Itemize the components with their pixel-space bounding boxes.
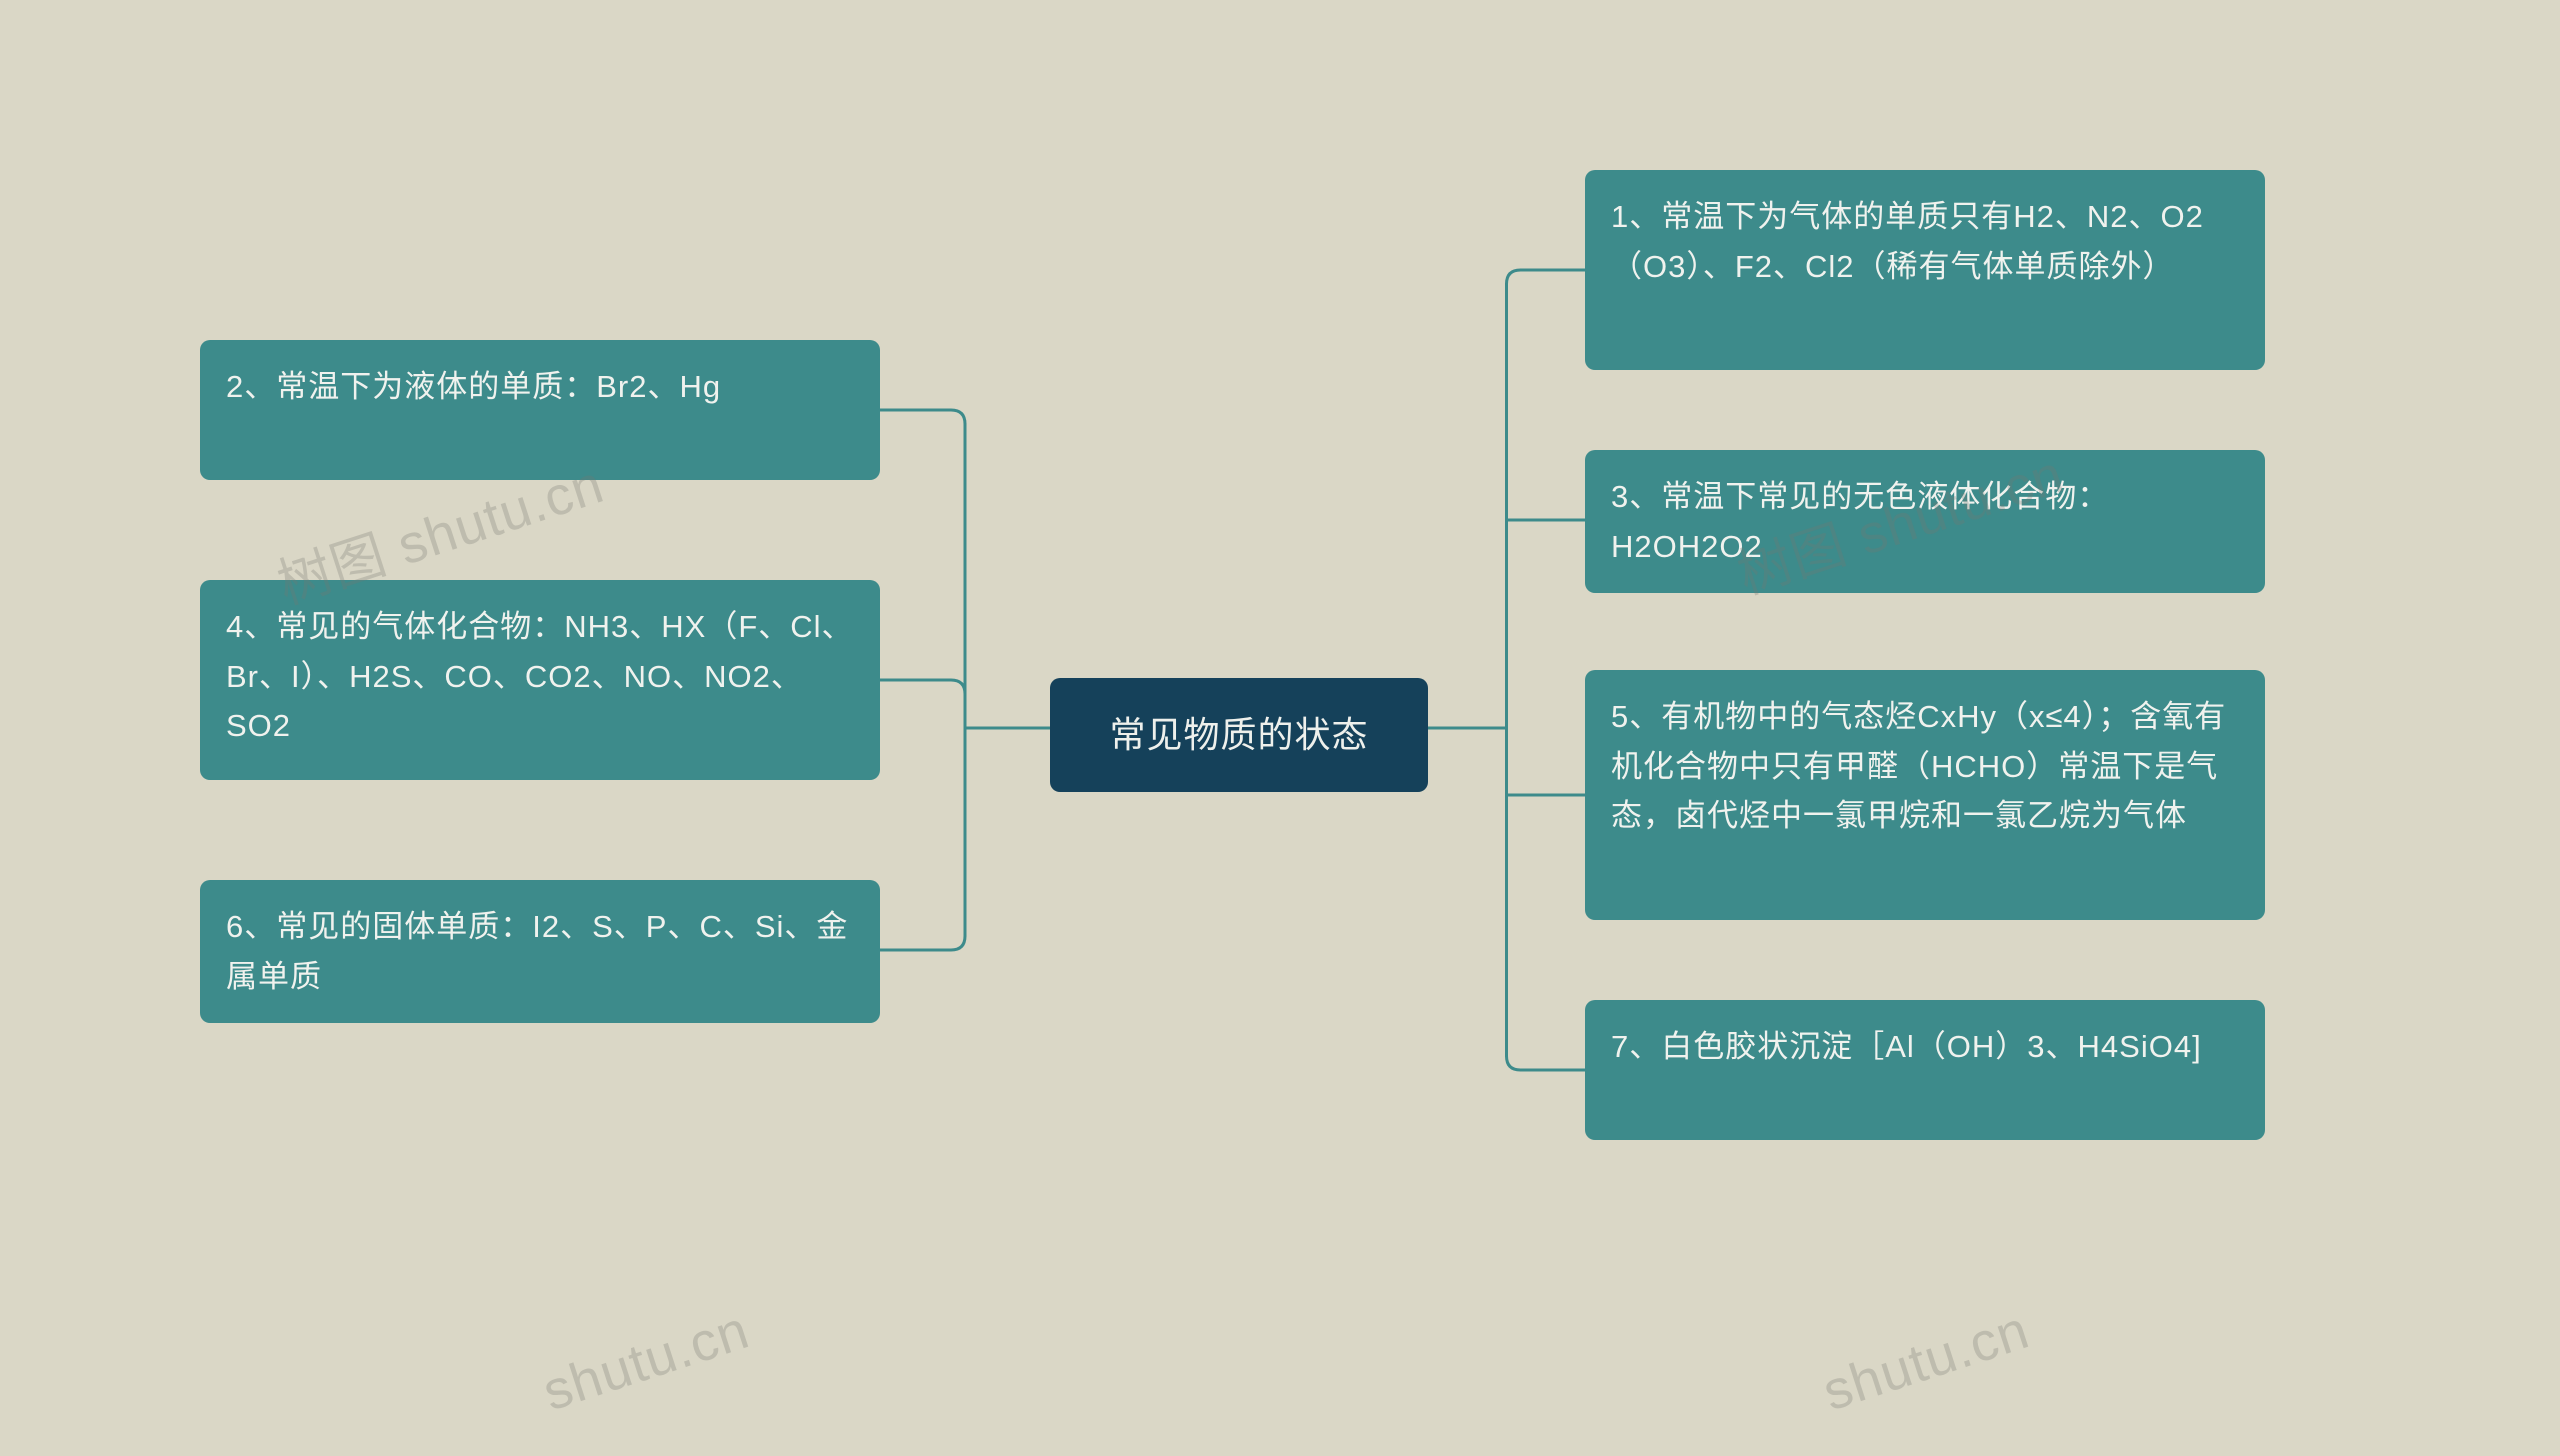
left-node-n6[interactable]: 6、常见的固体单质：I2、S、P、C、Si、金属单质: [200, 880, 880, 1023]
right-node-n7[interactable]: 7、白色胶状沉淀［Al（OH）3、H4SiO4]: [1585, 1000, 2265, 1140]
watermark: shutu.cn: [536, 1299, 757, 1424]
right-node-n1[interactable]: 1、常温下为气体的单质只有H2、N2、O2（O3）、F2、Cl2（稀有气体单质除…: [1585, 170, 2265, 370]
watermark: shutu.cn: [1816, 1299, 2037, 1424]
right-node-n5[interactable]: 5、有机物中的气态烃CxHy（x≤4）；含氧有机化合物中只有甲醛（HCHO）常温…: [1585, 670, 2265, 920]
left-node-n4[interactable]: 4、常见的气体化合物：NH3、HX（F、Cl、Br、I）、H2S、CO、CO2、…: [200, 580, 880, 780]
left-node-n2[interactable]: 2、常温下为液体的单质：Br2、Hg: [200, 340, 880, 480]
right-node-n3[interactable]: 3、常温下常见的无色液体化合物：H2OH2O2: [1585, 450, 2265, 593]
center-node[interactable]: 常见物质的状态: [1050, 678, 1428, 792]
